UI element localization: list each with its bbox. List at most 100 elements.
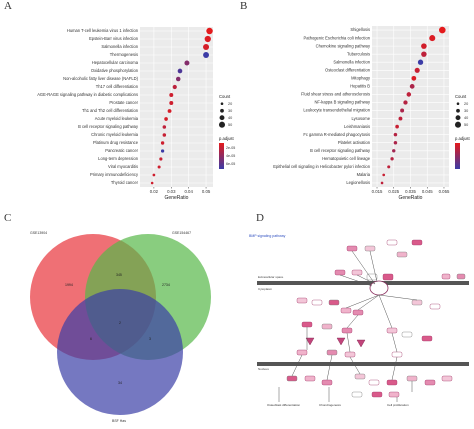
size-legend-dot <box>456 108 460 113</box>
x-tick-label: 0.025 <box>388 189 399 194</box>
pathway-edge <box>378 294 418 301</box>
x-tick-label: 0.05 <box>202 189 211 194</box>
size-legend-label: 30 <box>228 109 232 113</box>
category-label: Chemokine signaling pathway <box>316 43 371 48</box>
category-label: Mitophagy <box>351 76 371 81</box>
pathway-edge <box>346 332 351 353</box>
data-point <box>417 59 424 65</box>
size-legend-dot <box>218 121 226 128</box>
data-point <box>160 149 165 153</box>
pathway-title: BMP signaling pathway <box>249 234 286 238</box>
triangle-node <box>305 337 315 346</box>
pathway-edge <box>369 250 378 283</box>
category-label: Platinum drug resistance <box>93 140 139 145</box>
category-label: Fc gamma R-mediated phagocytosis <box>303 132 370 137</box>
data-point <box>380 181 384 185</box>
data-point <box>393 132 398 137</box>
category-label: Primary immunodeficiency <box>90 172 139 177</box>
category-label: Pathogenic Escherichia coli infection <box>304 35 371 40</box>
data-point <box>387 165 391 169</box>
color-legend-tick: 6e-05 <box>226 162 235 166</box>
data-point <box>429 35 436 42</box>
nucleus-label: Nucleus <box>258 367 269 371</box>
size-legend-dot <box>454 121 462 128</box>
category-label: Pancreatic cancer <box>105 148 138 153</box>
data-point <box>162 133 167 137</box>
dotplot-b: Shigellosis Pathogenic Escherichia coli i… <box>273 26 471 201</box>
triangle-node <box>336 337 346 346</box>
x-axis-label: GeneRatio <box>165 195 189 201</box>
venn-count-right-bottom: 3 <box>149 337 151 341</box>
category-label: Hepatitis B <box>350 84 370 89</box>
venn-count-left-bottom: 6 <box>90 337 92 341</box>
category-label: Hematopoietic cell lineage <box>322 156 371 161</box>
gene-node <box>354 373 366 380</box>
data-point <box>382 173 386 177</box>
data-point <box>400 108 405 113</box>
size-legend-title: Count <box>455 94 467 99</box>
membrane-label: Extracellular space <box>258 275 284 279</box>
venn-label-bottom: BSF Has <box>112 419 126 423</box>
category-label: Leukocyte transendothelial migration <box>303 108 370 113</box>
pathway-output-1: Osteoblast differentiation <box>267 403 300 407</box>
gene-node <box>286 375 298 382</box>
venn-circle-bottom <box>57 289 183 415</box>
size-legend-dot <box>455 115 461 121</box>
gene-node <box>311 299 323 306</box>
category-label: Lysosome <box>351 116 370 121</box>
category-label: Hepatocellular carcinoma <box>92 60 139 65</box>
data-point <box>406 92 412 97</box>
data-point <box>150 181 154 185</box>
gene-node <box>341 327 353 334</box>
color-legend-tick: 2e-05 <box>226 146 235 150</box>
venn-count-left-right: 345 <box>116 273 122 277</box>
size-legend-dot <box>456 102 460 105</box>
data-point <box>411 75 417 81</box>
gene-node <box>388 391 400 398</box>
venn-count-all: 2 <box>119 321 121 325</box>
x-tick-label: 0.015 <box>372 189 383 194</box>
gene-node <box>352 309 364 316</box>
gene-node <box>321 323 333 330</box>
venn-label-left: GSE13904 <box>30 231 47 235</box>
venn-count-left: 1994 <box>65 283 73 287</box>
gene-node <box>382 273 394 281</box>
size-legend-dot <box>219 115 225 121</box>
gene-node <box>328 299 340 306</box>
gene-node <box>386 379 398 386</box>
gene-node <box>421 335 433 342</box>
data-point <box>162 125 167 129</box>
pathway-edge <box>378 294 393 329</box>
gene-node <box>296 297 308 304</box>
size-legend-label: 30 <box>464 109 468 113</box>
category-label: Thyroid cancer <box>111 180 139 185</box>
gene-node <box>424 379 436 386</box>
triangle-node <box>356 339 366 348</box>
pathway-edge <box>346 314 359 329</box>
category-label: Epithelial cell signaling in Helicobacte… <box>273 164 370 169</box>
category-label: Tuberculosis <box>347 51 370 56</box>
size-legend-label: 50 <box>228 123 232 127</box>
data-point <box>421 43 427 49</box>
data-point <box>403 100 408 105</box>
data-point <box>157 165 161 169</box>
gene-node <box>411 299 423 306</box>
panel-letter-b: B <box>240 0 248 12</box>
category-label: Legionellosis <box>346 180 370 185</box>
category-label: Acute myeloid leukemia <box>95 116 139 121</box>
venn-diagram: GSE13904 GSE154467 BSF Has 1994 2734 345… <box>30 231 211 423</box>
panel-a: A Human T-cell leukemia virus 1 infectio… <box>0 0 237 212</box>
data-point <box>204 35 211 43</box>
category-label: AGE-RAGE signaling pathway in diabetic c… <box>37 92 138 97</box>
gene-node <box>456 273 466 280</box>
data-point <box>159 157 163 161</box>
pathway-output-3: Cell proliferation <box>387 403 409 407</box>
pathway-output-2: Chondrogenesis <box>319 403 341 407</box>
data-point <box>206 27 213 35</box>
gene-node <box>386 327 398 334</box>
pathway-edge <box>391 356 398 381</box>
size-legend-label: 40 <box>464 116 468 120</box>
gene-node <box>406 375 418 382</box>
data-point <box>390 157 394 161</box>
data-point <box>409 83 415 89</box>
